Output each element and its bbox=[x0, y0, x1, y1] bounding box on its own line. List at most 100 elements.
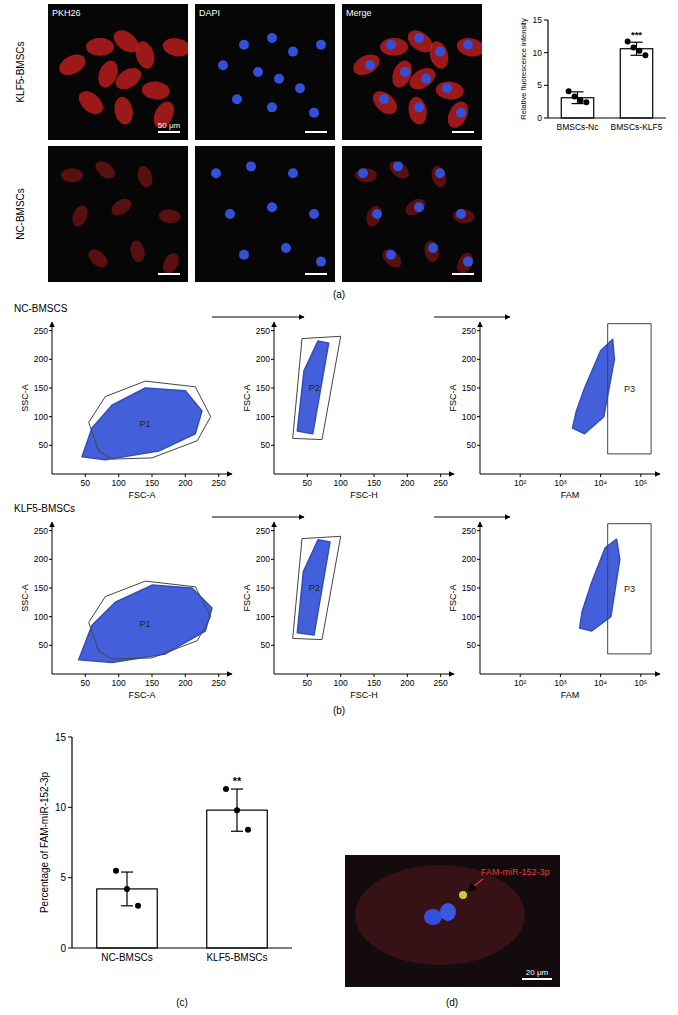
tick bbox=[520, 674, 521, 677]
plot-area bbox=[573, 324, 652, 454]
cell-body bbox=[355, 865, 525, 965]
tick bbox=[340, 674, 341, 677]
row-label: NC-BMSCs bbox=[15, 188, 26, 240]
tick-label: 200 bbox=[256, 354, 270, 364]
tick-label: 200 bbox=[34, 354, 48, 364]
nucleus bbox=[400, 67, 410, 77]
plot-area bbox=[293, 536, 341, 639]
x-axis bbox=[548, 117, 666, 118]
tick bbox=[68, 737, 72, 738]
scale-bar bbox=[158, 131, 180, 133]
image-bg bbox=[342, 146, 482, 282]
cell-body bbox=[108, 195, 134, 219]
tick bbox=[477, 416, 480, 417]
data-point bbox=[124, 886, 130, 892]
micrograph bbox=[345, 855, 560, 987]
plot-area bbox=[79, 581, 212, 662]
y-axis bbox=[480, 322, 481, 474]
tick-label: 10⁵ bbox=[634, 478, 647, 488]
cell-body bbox=[350, 50, 383, 79]
nucleus bbox=[288, 168, 298, 178]
tick-label: 10⁵ bbox=[634, 678, 647, 688]
cell-body bbox=[132, 39, 157, 71]
nucleus bbox=[456, 108, 466, 118]
axis-title: Percentage of FAM-miR-152-3p bbox=[39, 771, 50, 913]
tick bbox=[49, 530, 52, 531]
nucleus bbox=[435, 168, 445, 178]
nucleus bbox=[440, 903, 456, 921]
cell-population bbox=[297, 341, 328, 434]
tick-label: 10⁴ bbox=[594, 478, 607, 488]
tick bbox=[271, 645, 274, 646]
nucleus bbox=[463, 40, 473, 50]
nucleus bbox=[316, 257, 326, 267]
cell-population bbox=[580, 539, 620, 631]
data-point bbox=[113, 868, 119, 874]
panel-label: (a) bbox=[333, 289, 345, 300]
tick-label: 100 bbox=[112, 478, 126, 488]
tick-label: 250 bbox=[212, 678, 226, 688]
flow-arrow bbox=[212, 517, 304, 518]
tick-label: 50 bbox=[261, 640, 271, 650]
nucleus bbox=[309, 209, 319, 219]
row-label: KLF5-BMSCs bbox=[15, 41, 26, 102]
axis-title: FSC-A bbox=[448, 585, 458, 612]
tick bbox=[544, 20, 548, 21]
tick-label: 100 bbox=[34, 612, 48, 622]
tick-label: 250 bbox=[34, 526, 48, 536]
tick-label: 200 bbox=[178, 478, 192, 488]
tick bbox=[520, 474, 521, 477]
tick-label: 200 bbox=[400, 478, 414, 488]
cell-body bbox=[426, 39, 451, 71]
tick-label: 250 bbox=[462, 526, 476, 536]
category-label: BMSCs-Nc bbox=[556, 122, 599, 132]
flow-arrow bbox=[434, 317, 510, 318]
error-bar bbox=[572, 92, 584, 104]
image-bg bbox=[195, 146, 335, 282]
bar bbox=[561, 98, 593, 118]
axis-title: FSC-A bbox=[448, 385, 458, 412]
micrograph bbox=[195, 4, 335, 140]
x-axis bbox=[52, 474, 232, 475]
micrograph bbox=[48, 4, 188, 140]
tick-label: 50 bbox=[467, 640, 477, 650]
tick-label: 100 bbox=[256, 612, 270, 622]
tick bbox=[640, 474, 641, 477]
error-bar bbox=[631, 42, 643, 55]
tick bbox=[271, 359, 274, 360]
error-cap bbox=[121, 905, 133, 906]
nucleus bbox=[442, 83, 452, 93]
data-point bbox=[234, 807, 240, 813]
tick-label: 250 bbox=[256, 326, 270, 336]
tick bbox=[477, 330, 480, 331]
tick-label: 250 bbox=[434, 678, 448, 688]
nucleus bbox=[386, 250, 396, 260]
gate-label: P2 bbox=[309, 583, 320, 593]
tick bbox=[560, 674, 561, 677]
tick-label: 200 bbox=[178, 678, 192, 688]
fam-signal bbox=[459, 891, 467, 899]
plot-area bbox=[97, 786, 268, 948]
nucleus bbox=[358, 168, 368, 178]
nucleus bbox=[421, 74, 431, 84]
cell-body bbox=[454, 250, 476, 276]
axis-title: FAM bbox=[561, 690, 580, 700]
tick bbox=[271, 559, 274, 560]
cell-body bbox=[380, 38, 408, 56]
tick bbox=[544, 85, 548, 86]
cell-population bbox=[82, 388, 202, 460]
data-point bbox=[135, 903, 141, 909]
gate-label: P1 bbox=[140, 419, 151, 429]
error-cap bbox=[572, 91, 584, 92]
tick bbox=[85, 474, 86, 477]
cell-body bbox=[161, 36, 188, 59]
tick-label: 10² bbox=[514, 478, 526, 488]
scale-bar bbox=[158, 273, 180, 275]
bar bbox=[207, 810, 268, 948]
tick-label: 150 bbox=[367, 478, 381, 488]
tick bbox=[271, 387, 274, 388]
data-point bbox=[566, 88, 572, 94]
nucleus bbox=[253, 67, 263, 77]
tick bbox=[374, 674, 375, 677]
cell-body bbox=[61, 168, 83, 182]
